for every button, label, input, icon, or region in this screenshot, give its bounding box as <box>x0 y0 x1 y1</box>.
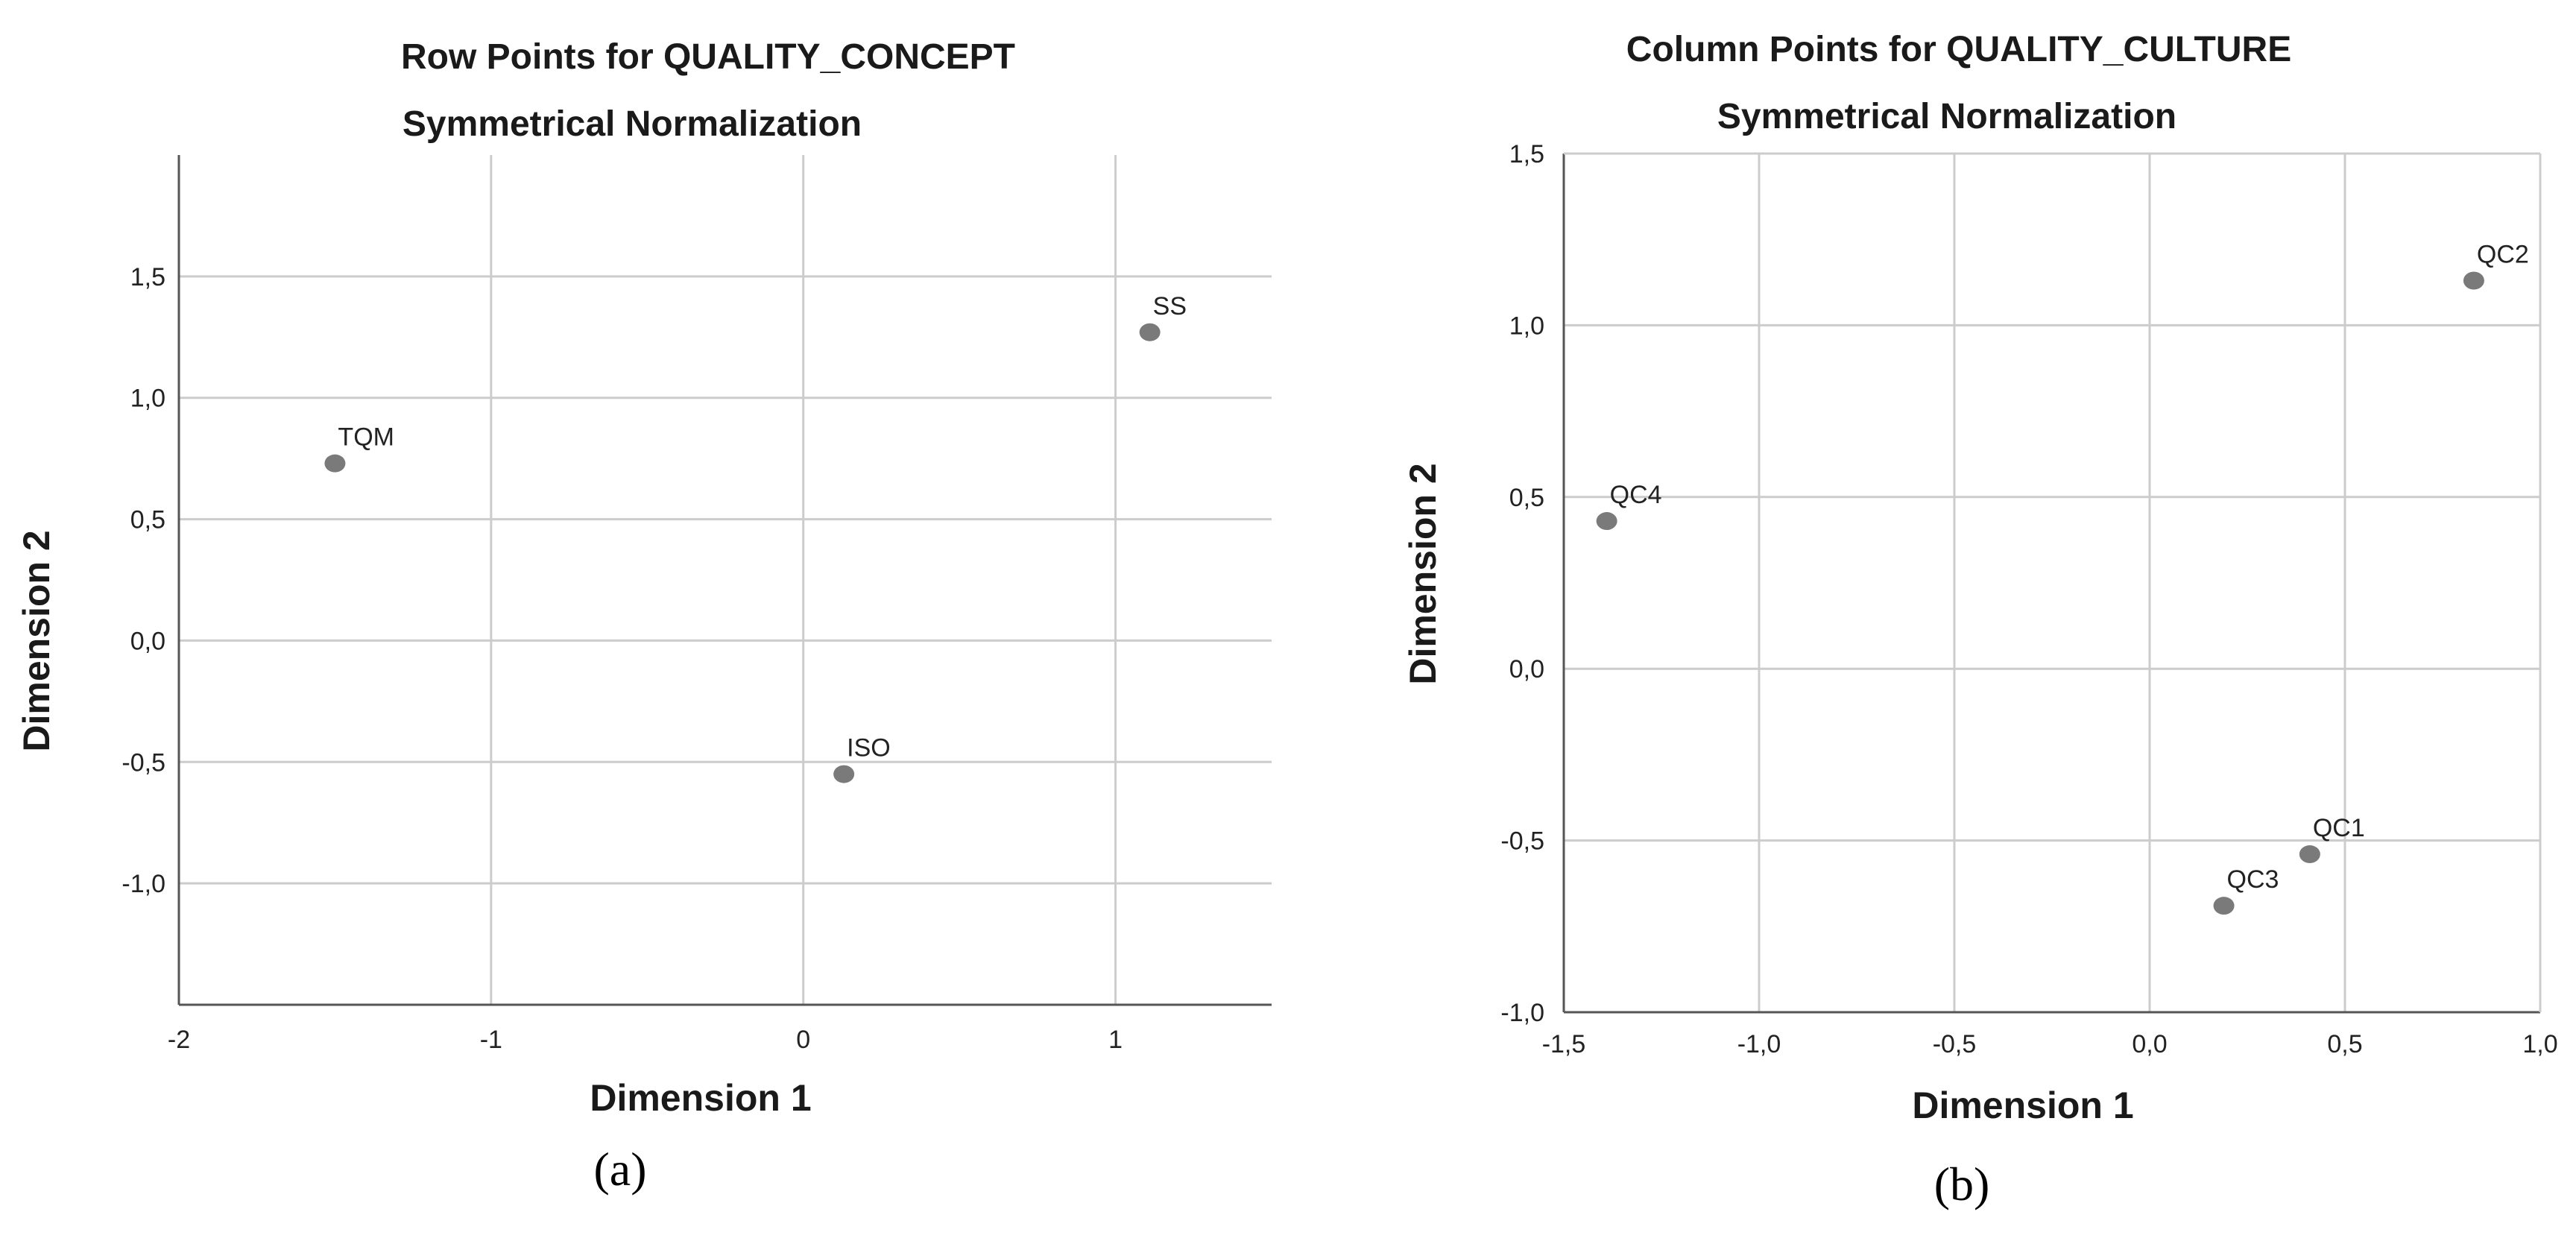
chart-subtitle: Symmetrical Normalization <box>402 104 862 144</box>
data-points: QC2 QC4 QC1 QC3 <box>1596 240 2529 915</box>
x-tick-labels: -2 -1 0 1 <box>168 1026 1123 1054</box>
data-point-label: TQM <box>338 423 394 452</box>
data-point <box>833 765 855 783</box>
y-axis-label: Dimension 2 <box>1402 463 1444 684</box>
data-point-label: QC3 <box>2227 865 2279 894</box>
x-tick-label: 0,0 <box>2132 1030 2167 1058</box>
x-tick-label: -1,0 <box>1737 1030 1781 1058</box>
y-tick-label: 0,5 <box>130 506 165 534</box>
data-point <box>2299 845 2320 864</box>
x-tick-label: -1,5 <box>1542 1030 1586 1058</box>
y-tick-label: 0,5 <box>1509 484 1544 512</box>
y-tick-label: -1,0 <box>121 870 165 898</box>
axes <box>1562 152 2542 1014</box>
y-tick-label: -0,5 <box>121 748 165 777</box>
y-tick-label: 1,0 <box>130 385 165 413</box>
grid <box>179 155 1272 1005</box>
x-axis-label: Dimension 1 <box>590 1077 811 1119</box>
data-point <box>2213 897 2235 915</box>
y-tick-label: -1,0 <box>1500 999 1544 1027</box>
data-points: TQM SS ISO <box>324 292 1187 783</box>
y-tick-labels: 1,5 1,0 0,5 0,0 -0,5 -1,0 <box>1500 140 1544 1027</box>
x-axis-label: Dimension 1 <box>1912 1085 2133 1126</box>
x-tick-labels: -1,5 -1,0 -0,5 0,0 0,5 1,0 <box>1542 1030 2558 1058</box>
data-point-label: ISO <box>847 734 891 763</box>
y-axis-label: Dimension 2 <box>16 530 57 751</box>
x-tick-label: -2 <box>168 1026 190 1054</box>
x-tick-label: 0 <box>796 1026 810 1054</box>
panel-caption: (a) <box>593 1143 646 1196</box>
x-tick-label: 1,0 <box>2522 1030 2557 1058</box>
data-point <box>324 454 346 473</box>
x-tick-label: 0,5 <box>2327 1030 2362 1058</box>
x-tick-label: -1 <box>480 1026 502 1054</box>
grid <box>1564 154 2540 1012</box>
data-point <box>1596 512 1617 531</box>
chart-title: Row Points for QUALITY_CONCEPT <box>401 37 1015 77</box>
data-point-label: QC2 <box>2477 240 2529 268</box>
x-tick-label: 1 <box>1108 1026 1123 1054</box>
data-point-label: QC4 <box>1610 481 1662 509</box>
data-point <box>2463 271 2484 290</box>
y-tick-label: -0,5 <box>1500 827 1544 856</box>
chart-panel-b: Column Points for QUALITY_CULTURE Symmet… <box>1402 30 2558 1210</box>
chart-title: Column Points for QUALITY_CULTURE <box>1626 30 2291 69</box>
x-tick-label: -0,5 <box>1933 1030 1977 1058</box>
panel-caption: (b) <box>1934 1158 1990 1210</box>
chart-panel-a: Row Points for QUALITY_CONCEPT Symmetric… <box>16 37 1272 1196</box>
data-point <box>1139 323 1161 341</box>
y-tick-labels: 1,5 1,0 0,5 0,0 -0,5 -1,0 <box>121 263 165 898</box>
chart-subtitle: Symmetrical Normalization <box>1717 97 2176 136</box>
y-tick-label: 0,0 <box>1509 655 1544 684</box>
y-tick-label: 1,0 <box>1509 312 1544 340</box>
axes <box>177 155 1272 1006</box>
y-tick-label: 0,0 <box>130 627 165 655</box>
data-point-label: SS <box>1153 292 1187 321</box>
data-point-label: QC1 <box>2313 814 2365 842</box>
y-tick-label: 1,5 <box>130 263 165 291</box>
y-tick-label: 1,5 <box>1509 140 1544 168</box>
